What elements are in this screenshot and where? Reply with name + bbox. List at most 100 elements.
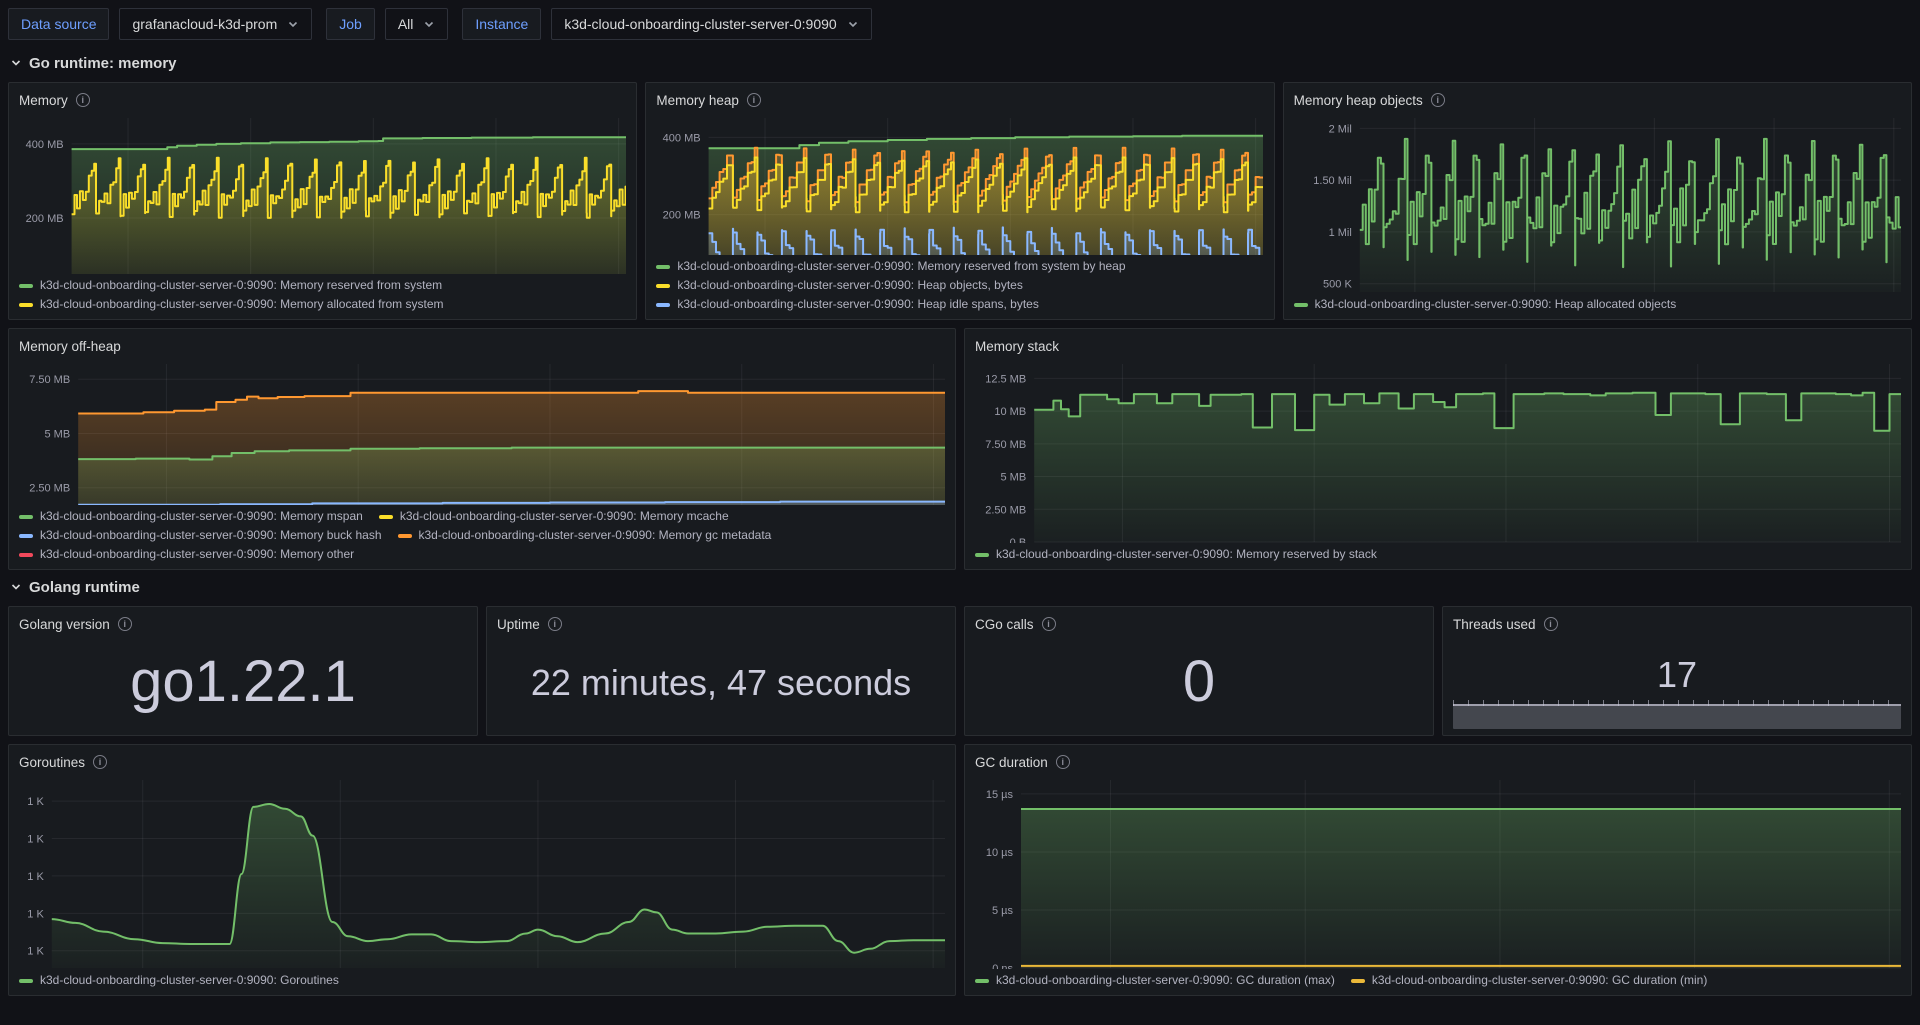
job-label: Job — [326, 8, 375, 40]
svg-text:5 MB: 5 MB — [45, 428, 71, 440]
info-icon[interactable]: i — [75, 93, 90, 107]
panel-memory-stack: Memory stack 02:30 02:35 02:40 02:45 02:50 0 … — [964, 328, 1912, 570]
panel-uptime: Uptime i 22 minutes, 47 seconds — [486, 606, 956, 736]
legend-label: k3d-cloud-onboarding-cluster-server-0:90… — [40, 509, 363, 523]
info-icon[interactable]: i — [1430, 93, 1445, 107]
svg-text:1 K: 1 K — [27, 946, 44, 958]
panel-header: CGo calls i — [975, 612, 1423, 636]
legend-item[interactable]: k3d-cloud-onboarding-cluster-server-0:90… — [656, 258, 1126, 275]
legend-item[interactable]: k3d-cloud-onboarding-cluster-server-0:90… — [1293, 296, 1677, 313]
legend-item[interactable]: k3d-cloud-onboarding-cluster-server-0:90… — [19, 508, 363, 525]
instance-dropdown[interactable]: k3d-cloud-onboarding-cluster-server-0:90… — [551, 8, 872, 40]
time-series-chart[interactable]: 02:30 02:35 02:40 02:45 02:50 0 B 2.50 MB 5 MB 7… — [29, 364, 945, 559]
legend-item[interactable]: k3d-cloud-onboarding-cluster-server-0:90… — [975, 972, 1335, 989]
panel-header: Memory heap i — [656, 88, 1263, 112]
panel-gc-duration: GC duration i 02:30 02:35 02:40 02:45 02:50 0… — [964, 744, 1912, 996]
legend-item[interactable]: k3d-cloud-onboarding-cluster-server-0:90… — [19, 277, 442, 294]
svg-text:5 MB: 5 MB — [1001, 472, 1027, 484]
series-color-dash — [656, 264, 671, 269]
job-variable: Job All — [326, 8, 449, 40]
instance-label: Instance — [462, 8, 542, 40]
svg-text:1 K: 1 K — [27, 796, 44, 808]
svg-text:0 ns: 0 ns — [992, 963, 1013, 969]
legend-item[interactable]: k3d-cloud-onboarding-cluster-server-0:90… — [19, 527, 382, 544]
chevron-down-icon — [848, 21, 857, 28]
panel-memory-heap-objects: Memory heap objects i 02:30 02:35 02:40 02:… — [1282, 82, 1912, 320]
instance-variable: Instance k3d-cloud-onboarding-cluster-se… — [462, 8, 872, 40]
panel-title: CGo calls — [975, 616, 1034, 632]
info-icon[interactable]: i — [1055, 755, 1070, 769]
legend-label: k3d-cloud-onboarding-cluster-server-0:90… — [677, 259, 1126, 273]
panel-title: Memory heap — [656, 92, 739, 108]
legend-item[interactable]: k3d-cloud-onboarding-cluster-server-0:90… — [656, 296, 1039, 313]
chevron-down-icon — [11, 60, 21, 66]
svg-text:400 MB: 400 MB — [26, 139, 64, 151]
panel-title: Memory off-heap — [19, 338, 121, 354]
chart-legend: k3d-cloud-onboarding-cluster-server-0:90… — [975, 969, 1901, 989]
uptime-value: 22 minutes, 47 seconds — [530, 661, 912, 703]
info-icon[interactable]: i — [547, 617, 562, 631]
legend-label: k3d-cloud-onboarding-cluster-server-0:90… — [40, 547, 355, 561]
svg-text:0 B: 0 B — [1010, 537, 1027, 543]
legend-item[interactable]: k3d-cloud-onboarding-cluster-server-0:90… — [19, 546, 354, 563]
svg-text:1 K: 1 K — [27, 908, 44, 920]
time-series-chart[interactable]: 02:30 02:35 02:40 02:45 02:50 0 ns 5 µs 10 µs 15… — [985, 780, 1901, 985]
section-go-runtime-memory[interactable]: Go runtime: memory — [10, 50, 1912, 76]
panel-cgo-calls: CGo calls i 0 — [964, 606, 1434, 736]
info-icon[interactable]: i — [117, 617, 132, 631]
series-color-dash — [19, 552, 33, 557]
section-title: Go runtime: memory — [29, 54, 177, 72]
svg-text:500 K: 500 K — [1323, 279, 1352, 291]
legend-item[interactable]: k3d-cloud-onboarding-cluster-server-0:90… — [378, 508, 729, 525]
gauge-threshold-ticks — [1453, 700, 1901, 706]
datasource-dropdown[interactable]: grafanacloud-k3d-prom — [119, 8, 313, 40]
svg-text:1 K: 1 K — [27, 871, 44, 883]
legend-label: k3d-cloud-onboarding-cluster-server-0:90… — [418, 528, 772, 542]
info-icon[interactable]: i — [93, 755, 108, 769]
svg-text:15 µs: 15 µs — [986, 789, 1014, 801]
job-dropdown[interactable]: All — [384, 8, 449, 40]
svg-text:10 MB: 10 MB — [994, 406, 1026, 418]
legend-label: k3d-cloud-onboarding-cluster-server-0:90… — [40, 973, 339, 987]
svg-text:1 K: 1 K — [27, 834, 44, 846]
legend-label: k3d-cloud-onboarding-cluster-server-0:90… — [996, 547, 1377, 561]
info-icon[interactable]: i — [1543, 617, 1558, 631]
section-golang-runtime[interactable]: Golang runtime — [10, 574, 1912, 600]
series-color-dash — [656, 302, 671, 307]
panel-header: Memory i — [19, 88, 626, 112]
legend-item[interactable]: k3d-cloud-onboarding-cluster-server-0:90… — [19, 972, 339, 989]
info-icon[interactable]: i — [1041, 617, 1056, 631]
panel-title: Goroutines — [19, 754, 86, 770]
legend-item[interactable]: k3d-cloud-onboarding-cluster-server-0:90… — [975, 546, 1377, 563]
series-color-dash — [19, 302, 33, 307]
legend-label: k3d-cloud-onboarding-cluster-server-0:90… — [40, 528, 382, 542]
svg-text:400 MB: 400 MB — [663, 132, 701, 144]
legend-item[interactable]: k3d-cloud-onboarding-cluster-server-0:90… — [1350, 972, 1708, 989]
series-color-dash — [1350, 978, 1365, 983]
panel-threads-used: Threads used i 17 — [1442, 606, 1912, 736]
time-series-chart[interactable]: 02:30 02:35 02:40 02:45 02:50 0 B 2.50 MB 5 MB 7… — [985, 364, 1901, 559]
info-icon[interactable]: i — [746, 93, 761, 107]
legend-label: k3d-cloud-onboarding-cluster-server-0:90… — [1371, 973, 1708, 987]
variables-toolbar: Data source grafanacloud-k3d-prom Job Al… — [8, 8, 1912, 40]
legend-item[interactable]: k3d-cloud-onboarding-cluster-server-0:90… — [656, 277, 1023, 294]
svg-text:2.50 MB: 2.50 MB — [29, 483, 70, 495]
legend-item[interactable]: k3d-cloud-onboarding-cluster-server-0:90… — [19, 296, 444, 313]
legend-label: k3d-cloud-onboarding-cluster-server-0:90… — [1314, 297, 1677, 311]
series-color-dash — [19, 514, 33, 519]
panel-header: Goroutines i — [19, 750, 945, 774]
panel-memory-heap: Memory heap i 02:3002:3502:4002:4502:500… — [645, 82, 1275, 320]
panel-title: Uptime — [497, 616, 540, 632]
datasource-value: grafanacloud-k3d-prom — [132, 16, 278, 32]
panel-header: Memory stack — [975, 334, 1901, 358]
series-color-dash — [19, 978, 33, 983]
panel-title: Memory — [19, 92, 68, 108]
section-title: Golang runtime — [29, 578, 140, 596]
legend-item[interactable]: k3d-cloud-onboarding-cluster-server-0:90… — [397, 527, 772, 544]
gauge-bar — [1453, 706, 1901, 729]
panel-title: Threads used — [1453, 616, 1536, 632]
